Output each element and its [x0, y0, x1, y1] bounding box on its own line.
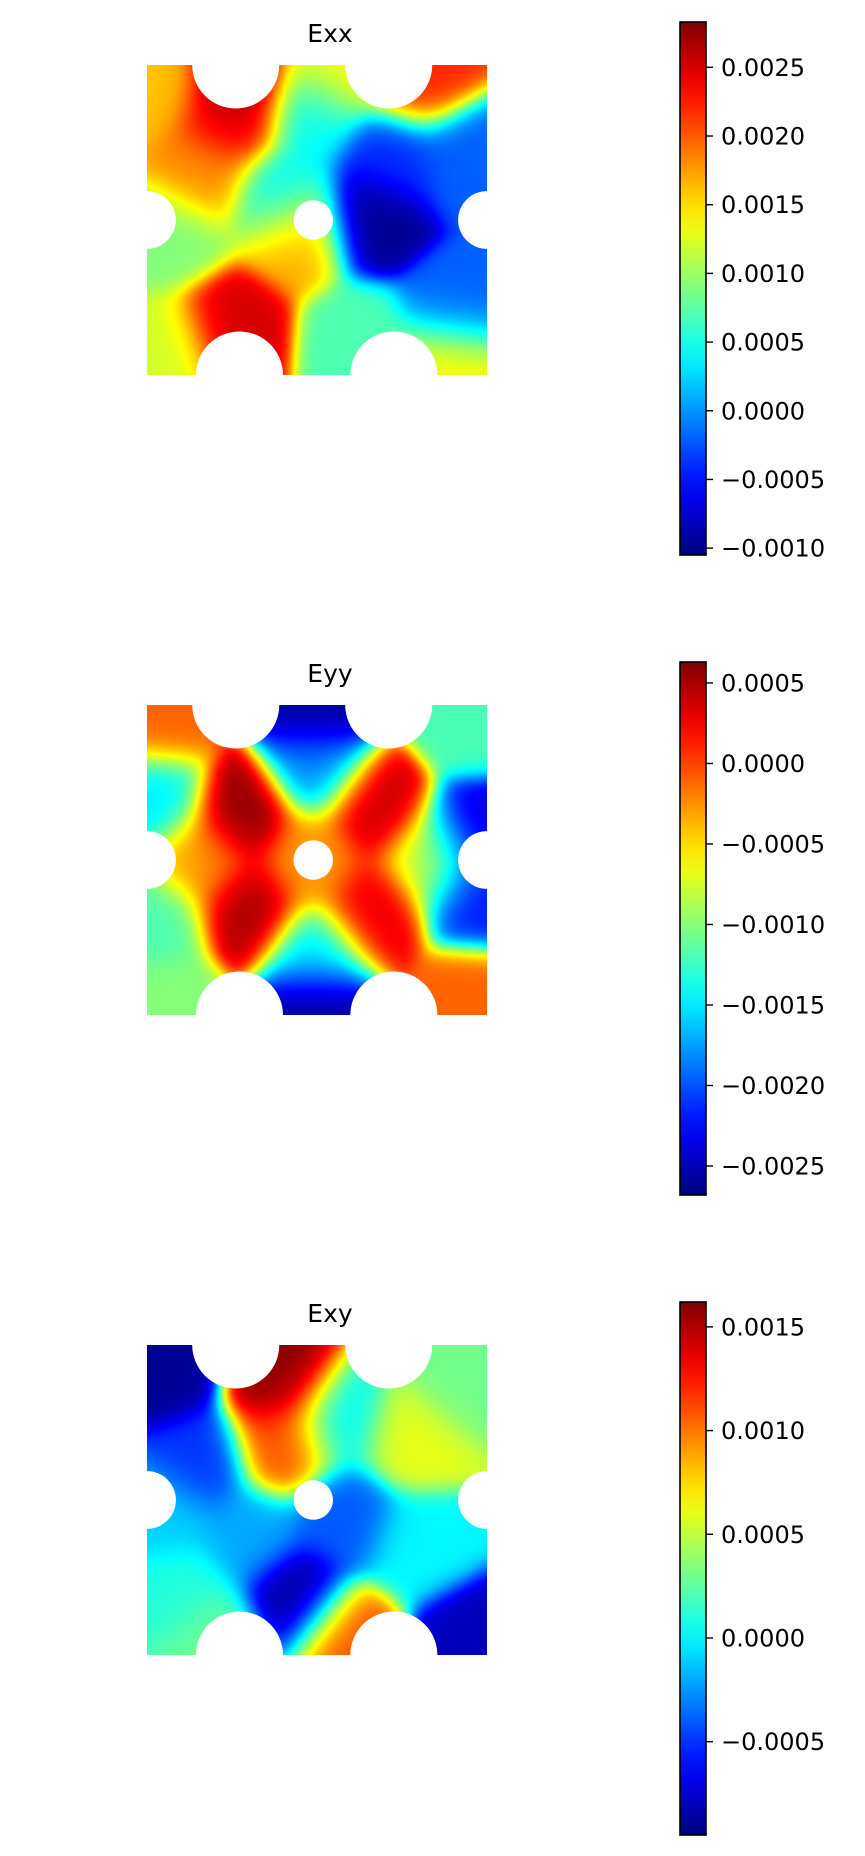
colorbar-tick-label: −0.0025 [721, 1153, 825, 1181]
panel-eyy: Eyy −0.0025 −0.0020 −0.0015 −0.0010 −0.0005 0… [147, 659, 825, 1196]
colorbar-tick-label: −0.0010 [721, 535, 825, 563]
colorbar-tick-label: 0.0005 [721, 669, 805, 697]
colorbar-tick-label: 0.0015 [721, 1313, 805, 1341]
colorbar-gradient [679, 21, 707, 556]
colorbar-exx: −0.0010 −0.0005 0.0000 0.0005 0.0010 0.0015 0.… [679, 21, 825, 563]
colorbar-tick-label: 0.0000 [721, 750, 805, 778]
colorbar-tick-label: 0.0025 [721, 54, 805, 82]
strain-field-image [147, 1345, 487, 1655]
colorbar-eyy: −0.0025 −0.0020 −0.0015 −0.0010 −0.0005 0.000… [679, 661, 825, 1196]
colorbar-tick-label: 0.0005 [721, 329, 805, 357]
strain-field-image [147, 705, 487, 1015]
colorbar-gradient [679, 1301, 707, 1836]
colorbar-tick-label: −0.0005 [721, 1728, 825, 1756]
strain-field-exy [147, 1345, 487, 1655]
panel-title-exx: Exx [307, 19, 352, 48]
colorbar-tick-label: −0.0015 [721, 991, 825, 1019]
colorbar-tick-label: 0.0010 [721, 1417, 805, 1445]
colorbar-tick-label: 0.0000 [721, 1624, 805, 1652]
colorbar-tick-label: 0.0020 [721, 123, 805, 151]
strain-field-eyy [147, 705, 487, 1015]
colorbar-tick-label: −0.0005 [721, 466, 825, 494]
panel-exx: Exx −0.0010 −0.0005 0.0000 0.0005 0.0010 0.00… [147, 19, 825, 563]
colorbar-tick-label: −0.0020 [721, 1072, 825, 1100]
colorbar-tick-label: −0.0005 [721, 830, 825, 858]
strain-field-exx [147, 65, 487, 375]
panel-title-eyy: Eyy [307, 659, 353, 688]
panel-title-exy: Exy [307, 1299, 353, 1328]
colorbar-exy: −0.0005 0.0000 0.0005 0.0010 0.0015 [679, 1301, 825, 1836]
panel-exy: Exy −0.0005 0.0000 0.0005 0.0010 0.0015 [147, 1299, 825, 1836]
colorbar-tick-label: 0.0015 [721, 191, 805, 219]
colorbar-tick-label: 0.0005 [721, 1521, 805, 1549]
colorbar-gradient [679, 661, 707, 1196]
strain-field-image [147, 65, 487, 375]
colorbar-tick-label: 0.0000 [721, 397, 805, 425]
colorbar-tick-label: −0.0010 [721, 911, 825, 939]
colorbar-tick-label: 0.0010 [721, 260, 805, 288]
